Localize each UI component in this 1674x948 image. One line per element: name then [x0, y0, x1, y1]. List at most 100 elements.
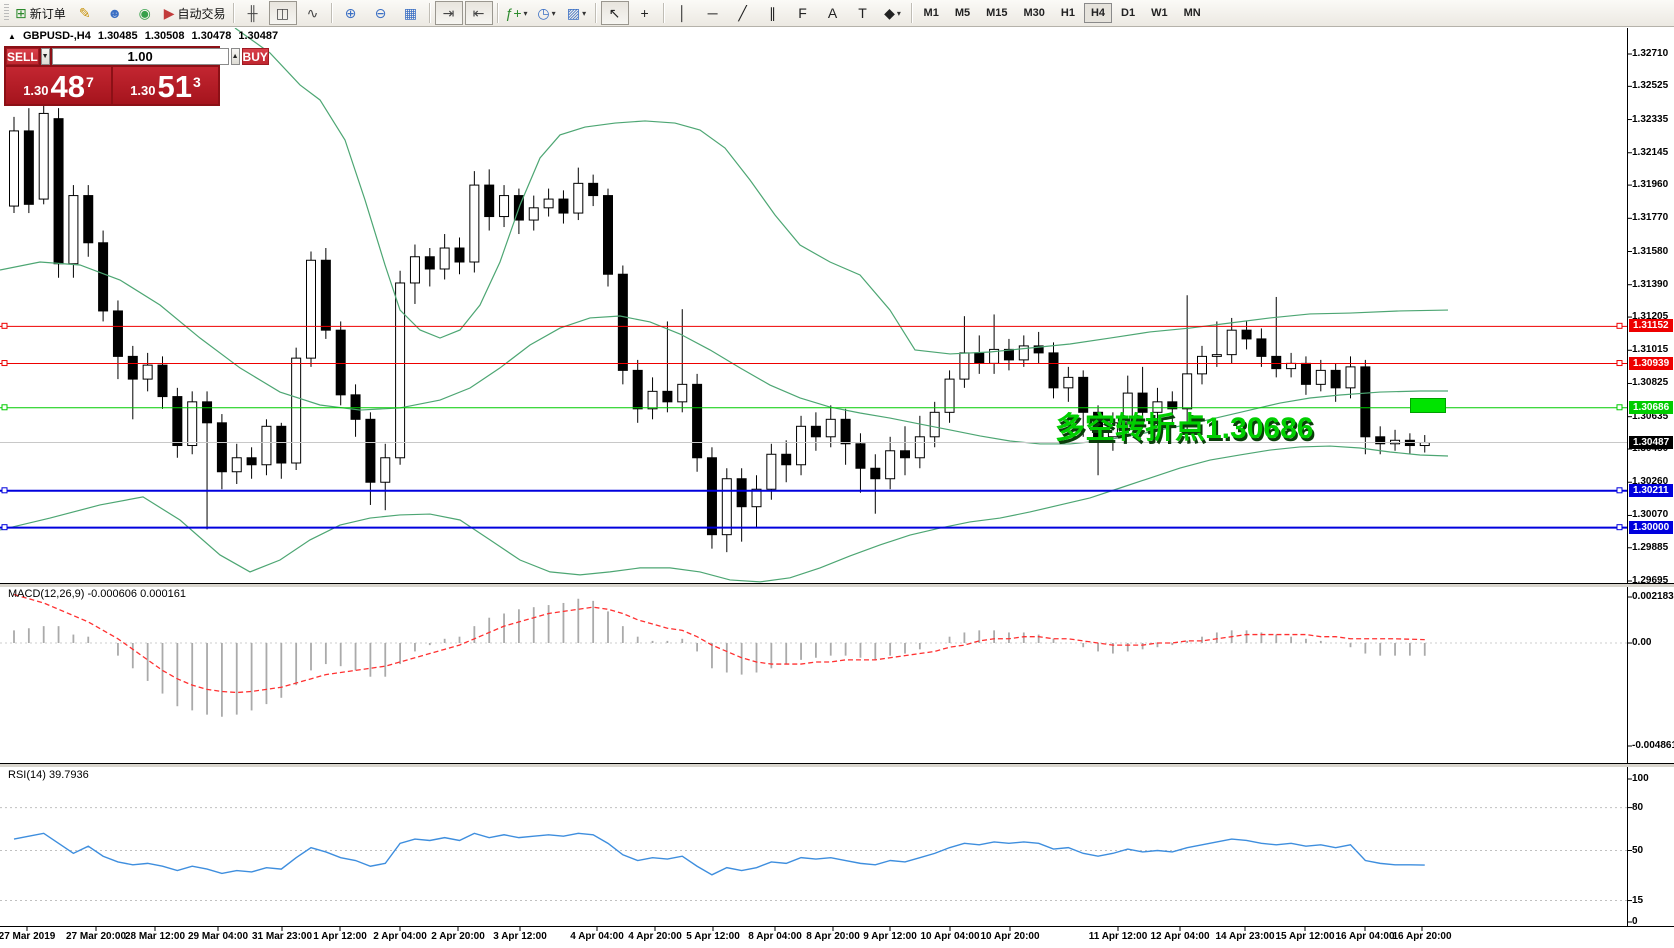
new-order-icon: ⊞	[15, 4, 27, 21]
sell-button[interactable]: SELL	[6, 48, 39, 65]
time-axis-label[interactable]: 2 Apr 04:00	[373, 931, 427, 942]
sell-price-panel[interactable]: 1.30 48 7	[6, 67, 111, 104]
collapse-icon[interactable]: ▲	[8, 32, 16, 41]
time-axis-label[interactable]: 16 Apr 04:00	[1335, 931, 1395, 942]
chart-annotation-text: 多空转折点1.30686	[1055, 412, 1314, 445]
trendline-button[interactable]: ╱	[729, 1, 757, 25]
chart-shift-icon: ⇤	[472, 4, 485, 21]
time-axis-label[interactable]: 27 Mar 20:00	[65, 931, 127, 942]
time-axis-label[interactable]: 28 Mar 12:00	[124, 931, 186, 942]
quote-close: 1.30487	[238, 30, 279, 42]
price-tag: 1.30211	[1629, 483, 1673, 497]
time-axis-label[interactable]: 4 Apr 20:00	[628, 931, 682, 942]
buy-price-panel[interactable]: 1.30 51 3	[113, 67, 218, 104]
time-axis-label[interactable]: 1 Apr 12:00	[313, 931, 367, 942]
templates-button[interactable]: ▨ ▾	[563, 1, 591, 25]
time-axis-label[interactable]: 29 Mar 04:00	[187, 931, 249, 942]
shapes-caret-icon[interactable]: ▾	[896, 8, 901, 18]
symbol-quote-bar[interactable]: ▲ GBPUSD-,H4 1.30485 1.30508 1.30478 1.3…	[8, 30, 282, 42]
price-tag: 1.30487	[1629, 435, 1674, 449]
equidistant-channel-button[interactable]: ∥	[759, 1, 787, 25]
time-axis-label[interactable]: 15 Apr 12:00	[1275, 931, 1335, 942]
auto-trading-button[interactable]: ▶ 自动交易	[161, 1, 229, 25]
indicators-button[interactable]: ƒ+ ▾	[503, 1, 531, 25]
time-axis-label[interactable]: 3 Apr 12:00	[493, 931, 547, 942]
templates-caret-icon[interactable]: ▾	[582, 8, 587, 18]
toolbar-separator	[428, 3, 431, 23]
time-axis-label[interactable]: 10 Apr 04:00	[920, 931, 980, 942]
macd-axis-label: 0.002183	[1632, 591, 1674, 602]
price-axis-label: 1.31580	[1632, 245, 1669, 257]
timeframe-m15-button[interactable]: M15	[986, 7, 1008, 19]
time-axis-label[interactable]: 5 Apr 12:00	[686, 931, 740, 942]
zoom-in-button[interactable]: ⊕	[337, 1, 365, 25]
quote-open: 1.30485	[97, 30, 138, 42]
timeframe-mn-button[interactable]: MN	[1183, 7, 1201, 19]
zoom-in-icon: ⊕	[344, 4, 357, 21]
text-button[interactable]: A	[819, 1, 847, 25]
signals-button[interactable]: ◉	[131, 1, 159, 25]
cursor-button[interactable]: ↖	[600, 1, 629, 25]
time-axis-label[interactable]: 12 Apr 04:00	[1150, 931, 1210, 942]
line-chart-icon: ∿	[306, 4, 319, 21]
pane-separator[interactable]	[0, 764, 1674, 767]
line-chart-button[interactable]: ∿	[299, 1, 327, 25]
crosshair-button[interactable]: +	[631, 1, 659, 25]
vertical-line-button[interactable]: │	[669, 1, 697, 25]
fibonacci-button[interactable]: F	[789, 1, 817, 25]
time-axis-label[interactable]: 4 Apr 04:00	[570, 931, 624, 942]
time-axis-label[interactable]: 2 Apr 20:00	[431, 931, 485, 942]
new-order-button[interactable]: ⊞ 新订单	[12, 1, 69, 25]
bar-chart-button[interactable]: ╫	[239, 1, 267, 25]
time-axis-label[interactable]: 8 Apr 20:00	[806, 931, 860, 942]
pane-separator[interactable]	[0, 584, 1674, 587]
price-axis-label: 1.32525	[1632, 80, 1669, 92]
time-axis-label[interactable]: 10 Apr 20:00	[980, 931, 1040, 942]
chart-shift-button[interactable]: ⇤	[464, 1, 493, 25]
macd-label: MACD(12,26,9) -0.000606 0.000161	[8, 588, 186, 600]
auto-scroll-button[interactable]: ⇥	[434, 1, 463, 25]
tile-windows-button[interactable]: ▦	[397, 1, 425, 25]
text-label-button[interactable]: T	[849, 1, 877, 25]
shapes-button[interactable]: ◆ ▾	[879, 1, 907, 25]
timeframe-d1-button[interactable]: D1	[1121, 7, 1136, 19]
timeframe-m1-button[interactable]: M1	[923, 7, 939, 19]
toolbar-grip[interactable]	[4, 4, 9, 22]
volume-up-button[interactable]: ▲	[230, 48, 240, 65]
timeframe-w1-button[interactable]: W1	[1151, 7, 1168, 19]
periods-icon: ◷	[537, 4, 550, 21]
price-tag: 1.30686	[1629, 400, 1674, 414]
volume-input[interactable]	[51, 48, 229, 65]
toolbar: ⊞ 新订单 ✎ ☻ ◉ ▶ 自动交易 ╫ ◫ ∿ ⊕ ⊖ ▦ ⇥ ⇤ ƒ+ ▾ ◷ ▾ ▨ ▾ ↖ + │ ─ ╱ ∥ F A T ◆ ▾ M1…	[0, 0, 1674, 27]
time-axis-label[interactable]: 11 Apr 12:00	[1088, 931, 1148, 942]
candle-chart-button[interactable]: ◫	[268, 1, 297, 25]
price-axis-label: 1.30070	[1632, 509, 1669, 521]
zoom-out-button[interactable]: ⊖	[367, 1, 395, 25]
time-axis-label[interactable]: 16 Apr 20:00	[1392, 931, 1452, 942]
periods-caret-icon[interactable]: ▾	[551, 8, 556, 18]
macd-axis-label: -0.004861	[1632, 740, 1674, 751]
rsi-axis-label: 80	[1632, 801, 1644, 813]
metaeditor-button[interactable]: ✎	[71, 1, 99, 25]
timeframe-h1-button[interactable]: H1	[1060, 7, 1075, 19]
buy-price-small: 1.30	[130, 83, 156, 98]
time-axis-label[interactable]: 14 Apr 23:00	[1215, 931, 1275, 942]
time-axis-label[interactable]: 8 Apr 04:00	[748, 931, 802, 942]
indicators-caret-icon[interactable]: ▾	[523, 8, 528, 18]
price-axis-label: 1.32335	[1632, 113, 1669, 125]
time-axis-label[interactable]: 31 Mar 23:00	[251, 931, 313, 942]
timeframe-m30-button[interactable]: M30	[1023, 7, 1045, 19]
volume-down-button[interactable]: ▼	[40, 48, 50, 65]
time-axis-label[interactable]: 9 Apr 12:00	[863, 931, 917, 942]
timeframe-m5-button[interactable]: M5	[954, 7, 971, 19]
bar-chart-icon: ╫	[247, 5, 258, 21]
periods-button[interactable]: ◷ ▾	[533, 1, 561, 25]
timeframe-h4-button[interactable]: H4	[1083, 3, 1113, 23]
profile-button[interactable]: ☻	[101, 1, 129, 25]
price-axis-label: 1.31390	[1632, 278, 1669, 290]
buy-button[interactable]: BUY	[241, 48, 269, 65]
time-axis-label[interactable]: 27 Mar 2019	[0, 931, 56, 942]
horizontal-line-button[interactable]: ─	[699, 1, 727, 25]
